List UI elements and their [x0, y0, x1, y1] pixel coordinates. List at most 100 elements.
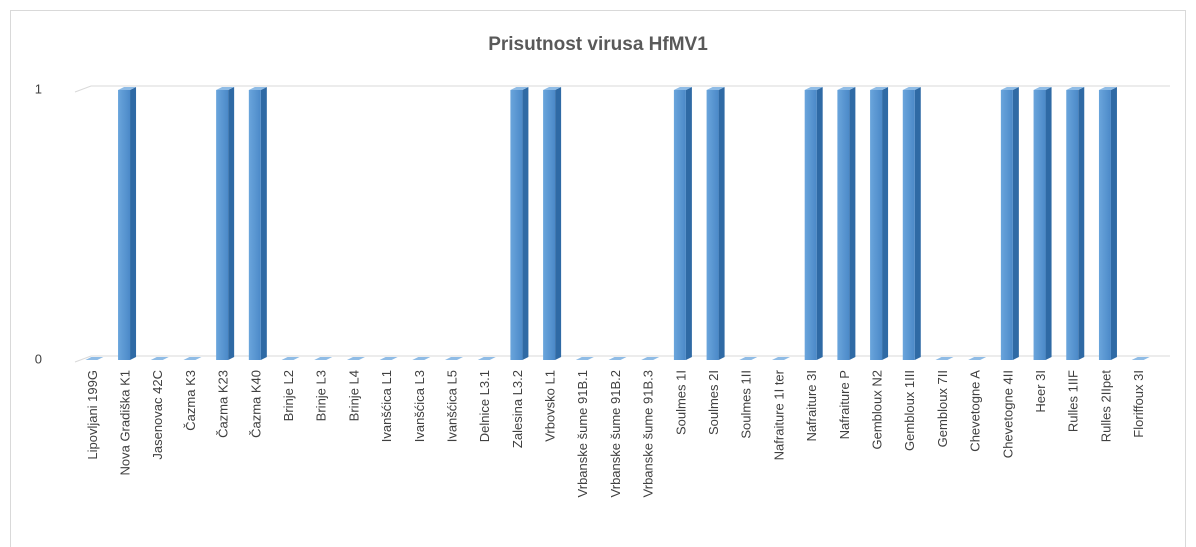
bar-side — [260, 87, 267, 360]
x-tick-label: Gembloux N2 — [870, 370, 885, 449]
x-tick-label: Nafraiture 3I — [804, 370, 819, 442]
x-tick-label: Vrbanske šume 91B.1 — [575, 370, 590, 497]
bar — [1000, 90, 1013, 360]
bar-side — [1012, 87, 1019, 360]
bar-side — [130, 87, 137, 360]
x-tick-label: Ivanšćica L5 — [444, 370, 459, 442]
bar — [216, 90, 229, 360]
chart-title: Prisutnost virusa HfMV1 — [488, 34, 708, 55]
bar-side — [228, 87, 235, 360]
x-tick-label: Vrbanske šume 91B.3 — [641, 370, 656, 497]
bar-side — [1110, 87, 1117, 360]
bar — [118, 90, 131, 360]
bar-side — [914, 87, 921, 360]
x-tick-label: Soulmes 1I — [673, 370, 688, 435]
bar — [543, 90, 556, 360]
bar-top — [379, 357, 398, 360]
bar — [1066, 90, 1079, 360]
bar-side — [1045, 87, 1052, 360]
y-tick-label: 1 — [35, 81, 42, 96]
x-tick-label: Delnice L3.1 — [477, 370, 492, 442]
bar-side — [882, 87, 889, 360]
bar-side — [555, 87, 562, 360]
bar-top — [771, 357, 790, 360]
bar-top — [837, 87, 856, 90]
bar-top — [706, 87, 725, 90]
bar-top — [216, 87, 235, 90]
x-tick-label: Rulles 2IIpet — [1098, 370, 1113, 443]
x-tick-label: Čazma K40 — [248, 370, 263, 438]
bar-top — [1000, 87, 1019, 90]
bar-top — [739, 357, 758, 360]
x-tick-label: Vrbanske šume 91B.2 — [608, 370, 623, 497]
bar — [510, 90, 523, 360]
bar-top — [183, 357, 202, 360]
bar-side — [816, 87, 823, 360]
x-tick-label: Brinje L3 — [314, 370, 329, 421]
bar-top — [870, 87, 889, 90]
bar — [1098, 90, 1111, 360]
grid-line — [74, 85, 1170, 93]
x-tick-label: Soulmes 1II — [739, 370, 754, 439]
x-tick-label: Gembloux 7II — [935, 370, 950, 447]
bar-top — [968, 357, 987, 360]
x-tick-label: Jasenovac 42C — [150, 370, 165, 460]
bar-top — [1098, 87, 1117, 90]
y-tick-label: 0 — [35, 351, 42, 366]
bar — [837, 90, 850, 360]
bar-top — [641, 357, 660, 360]
bar-top — [118, 87, 137, 90]
x-tick-label: Chevetogne 4II — [1000, 370, 1015, 458]
x-tick-label: Nova Gradiška K1 — [117, 370, 132, 476]
x-tick-label: Čazma K3 — [183, 370, 198, 431]
bar-side — [685, 87, 692, 360]
bar-side — [522, 87, 529, 360]
bar-top — [1033, 87, 1052, 90]
bar — [673, 90, 686, 360]
x-tick-label: Chevetogne A — [968, 370, 983, 452]
bar — [870, 90, 883, 360]
bar-top — [314, 357, 333, 360]
bar-top — [85, 357, 104, 360]
x-tick-label: Soulmes 2I — [706, 370, 721, 435]
bar-top — [1066, 87, 1085, 90]
bar-top — [346, 357, 365, 360]
bar-top — [150, 357, 169, 360]
x-tick-label: Ivanšćica L1 — [379, 370, 394, 442]
x-tick-label: Rulles 1IIF — [1066, 370, 1081, 432]
x-tick-label: Brinje L4 — [346, 370, 361, 421]
x-tick-label: Zalesina L3.2 — [510, 370, 525, 448]
x-tick-label: Nafraiture 1I ter — [771, 369, 786, 460]
x-tick-label: Heer 3I — [1033, 370, 1048, 413]
bar-top — [935, 357, 954, 360]
x-tick-label: Gembloux 1III — [902, 370, 917, 451]
bar-top — [445, 357, 464, 360]
x-tick-label: Floriffoux 3I — [1131, 370, 1146, 438]
x-tick-label: Lipovljani 199G — [85, 370, 100, 460]
x-tick-label: Brinje L2 — [281, 370, 296, 421]
bar — [902, 90, 915, 360]
x-tick-label: Nafraiture P — [837, 370, 852, 439]
bar-top — [248, 87, 267, 90]
bar-top — [804, 87, 823, 90]
bar-top — [673, 87, 692, 90]
bar-top — [608, 357, 627, 360]
x-tick-label: Vrbovsko L1 — [543, 370, 558, 442]
bar-top — [510, 87, 529, 90]
bar-side — [849, 87, 856, 360]
bar — [1033, 90, 1046, 360]
bar-side — [1078, 87, 1085, 360]
bar-top — [575, 357, 594, 360]
bar — [248, 90, 261, 360]
bar-top — [477, 357, 496, 360]
bar-top — [281, 357, 300, 360]
bar-top — [1131, 357, 1150, 360]
chart-frame — [10, 10, 1186, 547]
bar-top — [902, 87, 921, 90]
x-tick-label: Ivanšćica L3 — [412, 370, 427, 442]
bar-top — [543, 87, 562, 90]
bar-top — [412, 357, 431, 360]
bar-side — [718, 87, 725, 360]
x-tick-label: Čazma K23 — [216, 370, 231, 438]
